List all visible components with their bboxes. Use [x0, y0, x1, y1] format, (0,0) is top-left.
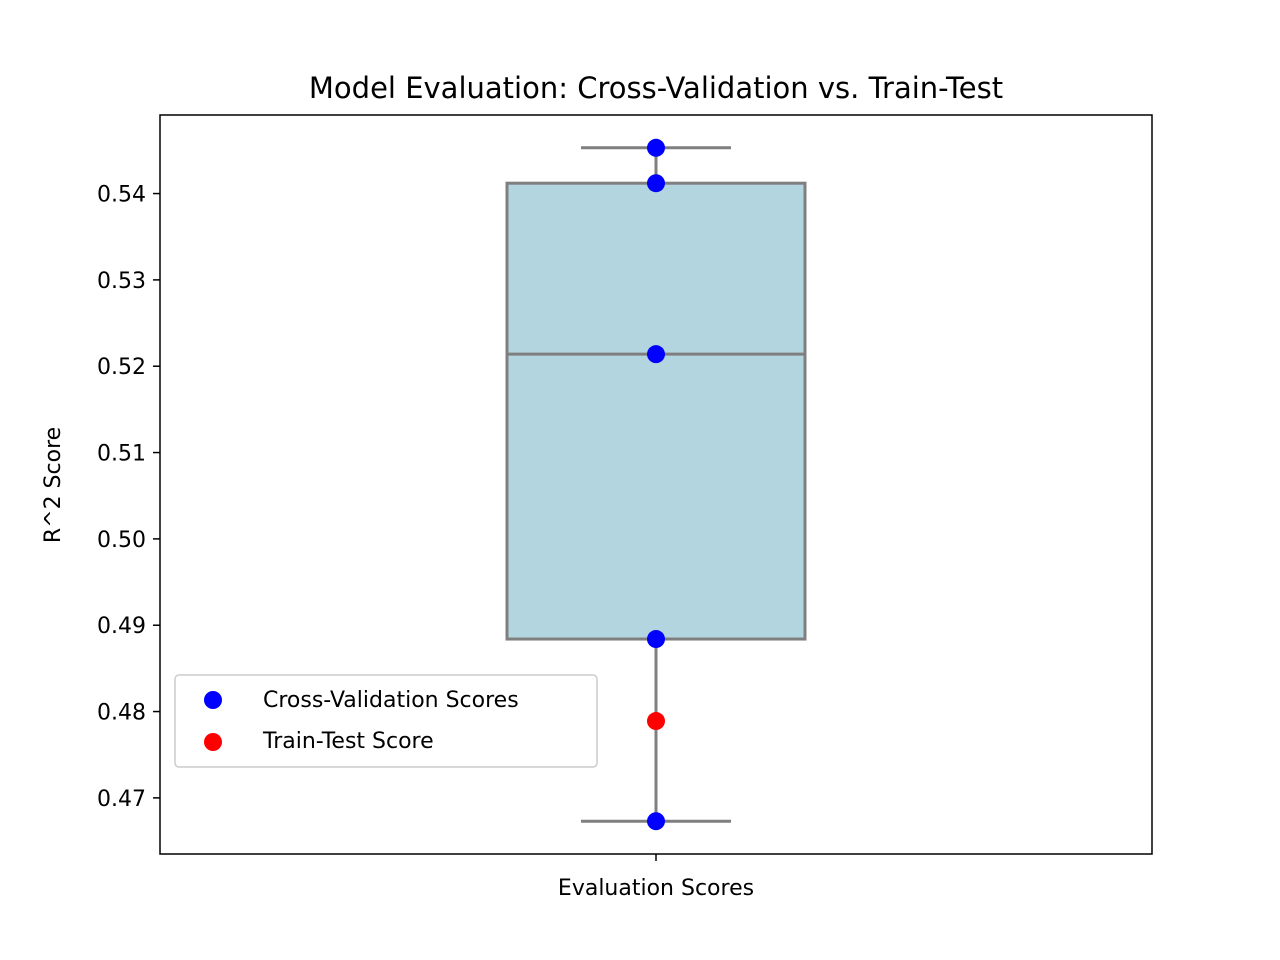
- cross-validation-point: [647, 174, 665, 193]
- y-tick-label: 0.47: [97, 787, 146, 812]
- plot-frame: [159, 114, 1153, 855]
- y-tick-label: 0.49: [97, 614, 146, 639]
- y-tick-label: 0.50: [97, 528, 146, 553]
- y-axis: 0.47 0.48 0.49 0.50 0.51 0.52 0.53 0.54: [97, 183, 160, 812]
- x-tick-label: Evaluation Scores: [558, 876, 754, 901]
- y-axis-label: R^2 Score: [41, 427, 66, 543]
- cross-validation-point: [647, 630, 665, 649]
- y-tick-label: 0.53: [97, 269, 146, 294]
- cross-validation-point: [647, 138, 665, 157]
- legend-marker-train-test: [204, 733, 222, 751]
- chart-title: Model Evaluation: Cross-Validation vs. T…: [309, 71, 1003, 105]
- y-tick-label: 0.51: [97, 442, 146, 467]
- cross-validation-point: [647, 812, 665, 831]
- legend-label-cross-validation: Cross-Validation Scores: [263, 688, 519, 713]
- legend-frame: [174, 674, 598, 768]
- train-test-point: [647, 712, 665, 731]
- scatter-points: [647, 138, 665, 831]
- y-tick-label: 0.48: [97, 701, 146, 726]
- box-iqr: [505, 181, 807, 641]
- legend-label-train-test: Train-Test Score: [262, 729, 434, 754]
- legend-marker-cross-validation: [204, 691, 222, 709]
- y-tick-label: 0.54: [97, 183, 146, 208]
- legend: Cross-Validation Scores Train-Test Score: [174, 674, 598, 768]
- cross-validation-point: [647, 345, 665, 364]
- x-axis: Evaluation Scores: [558, 854, 754, 901]
- y-tick-label: 0.52: [97, 355, 146, 380]
